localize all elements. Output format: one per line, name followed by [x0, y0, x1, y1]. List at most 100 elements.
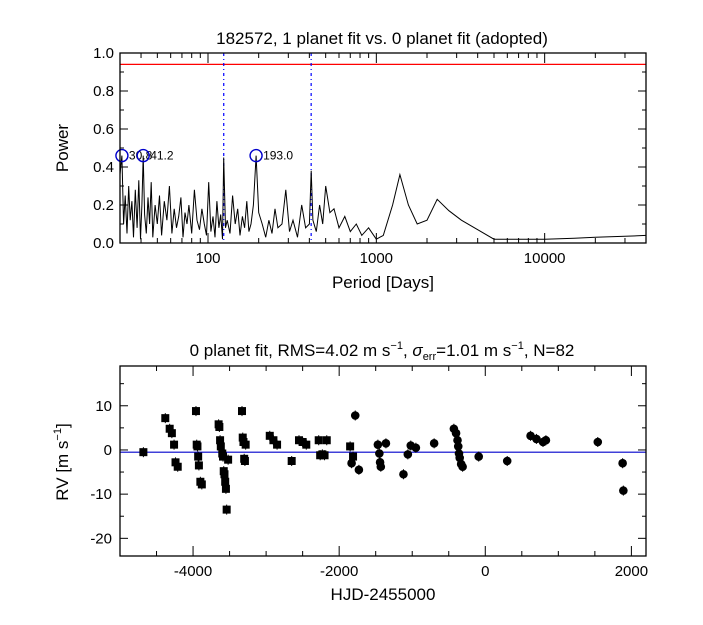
rv-title-end: , N=82: [524, 341, 575, 360]
rv-point-square: [139, 448, 148, 457]
peak-label-1: 41.2: [150, 149, 174, 163]
periodogram-y-axis-label: Power: [53, 124, 72, 173]
rv-y-tick-label-0: -20: [90, 530, 112, 547]
rv-title-sigma-subscript: err: [423, 351, 437, 363]
peak-circle-1: [136, 148, 150, 163]
rv-point-square: [220, 470, 229, 479]
rv-point-square: [173, 462, 182, 471]
rv-point-circle: [429, 439, 439, 448]
rv-y-axis-label: RV [m s−1]: [52, 423, 72, 500]
rv-point-square: [241, 440, 250, 449]
rv-point-square: [216, 436, 225, 445]
rv-x-axis-label: HJD-2455000: [331, 585, 436, 604]
rv-x-tick-label-0: -4000: [174, 563, 212, 580]
rv-point-circle: [411, 443, 421, 453]
rv-frame: [119, 365, 647, 557]
rv-point-square: [161, 414, 170, 423]
rv-point-square: [346, 442, 355, 451]
rv-title-equals: =1.01 m s: [436, 341, 511, 360]
rv-title: 0 planet fit, RMS=4.02 m s−1, σerr=1.01 …: [190, 340, 575, 363]
peak-circle-2: [249, 148, 263, 163]
rv-point-circle: [593, 437, 603, 447]
rv-point-square: [216, 442, 225, 451]
rv-x-tick-label-1: -2000: [320, 563, 358, 580]
rv-point-square: [193, 442, 202, 451]
rv-point-square: [215, 422, 224, 431]
periodogram-y-tick-label-2: 0.4: [93, 159, 114, 176]
periodogram-line: [119, 155, 647, 240]
periodogram-title: 182572, 1 planet fit vs. 0 planet fit (a…: [216, 29, 548, 48]
rv-point-square: [165, 424, 174, 433]
rv-point-square: [240, 457, 249, 465]
rv-title-superscript-2: −1: [511, 340, 524, 352]
rv-point-circle: [474, 452, 484, 461]
rv-point-circle: [619, 486, 628, 495]
rv-point-square: [170, 440, 179, 449]
rv-point-circle: [451, 428, 461, 438]
rv-point-circle: [376, 462, 386, 472]
peak-label-2: 193.0: [263, 149, 293, 163]
rv-point-square: [287, 457, 296, 465]
rv-x-tick-label-2: 0: [481, 563, 489, 580]
rv-point-circle: [375, 449, 384, 458]
rv-point-square: [171, 458, 180, 467]
rv-point-square: [222, 505, 231, 514]
periodogram-y-tick-label-5: 1.0: [93, 45, 114, 62]
rv-title-tail: ,: [403, 341, 412, 360]
rv-point-circle: [381, 439, 391, 448]
rv-plot-area: [120, 406, 646, 515]
periodogram-frame: [119, 52, 647, 244]
rv-title-main: 0 planet fit, RMS=4.02 m s: [190, 341, 391, 360]
rv-point-square: [265, 431, 274, 440]
periodogram-plot-area: 30.841.2 193.0: [115, 53, 647, 243]
peak-circle-0: [115, 148, 129, 163]
rv-y-axis-label-main: RV [m s: [53, 441, 72, 501]
rv-y-axis-label-sup: −1: [52, 428, 64, 441]
peak-label-0: 30.8: [129, 149, 153, 163]
rv-point-circle: [373, 440, 383, 449]
periodogram-y-tick-label-3: 0.6: [93, 121, 114, 138]
rv-point-square: [167, 429, 176, 438]
periodogram-ticks: 0.0 0.2 0.4 0.6 0.8 1.0 100 1000 10000: [93, 45, 647, 267]
rv-point-square: [224, 455, 233, 464]
rv-point-square: [221, 477, 230, 486]
rv-point-square: [194, 452, 203, 461]
periodogram-x-axis-label: Period [Days]: [332, 273, 434, 292]
periodogram-x-tick-label-1: 1000: [360, 250, 393, 267]
rv-point-circle: [502, 456, 512, 466]
rv-x-tick-label-3: 2000: [615, 563, 648, 580]
rv-point-circle: [347, 458, 356, 468]
rv-point-square: [349, 452, 358, 461]
rv-point-square: [273, 440, 282, 449]
rv-point-square: [197, 480, 206, 489]
periodogram-x-tick-label-0: 100: [195, 250, 220, 267]
rv-y-axis-label-close: ]: [53, 423, 72, 428]
rv-point-square: [219, 452, 228, 461]
rv-point-square: [194, 461, 203, 470]
periodogram-y-tick-label-4: 0.8: [93, 83, 114, 100]
rv-point-square: [269, 436, 278, 445]
rv-point-square: [302, 440, 311, 449]
rv-title-superscript: −1: [390, 340, 403, 352]
rv-point-circle: [458, 462, 467, 472]
rv-point-square: [320, 451, 329, 460]
periodogram-x-tick-label-2: 10000: [524, 250, 566, 267]
rv-point-square: [322, 436, 331, 445]
rv-point-circle: [403, 450, 413, 459]
rv-title-sigma: σ: [412, 341, 423, 360]
rv-point-square: [238, 433, 247, 442]
rv-point-square: [238, 407, 247, 416]
periodogram-y-tick-label-1: 0.2: [93, 197, 114, 214]
rv-point-circle: [399, 469, 408, 479]
rv-point-circle: [350, 411, 360, 420]
rv-point-square: [191, 407, 200, 416]
rv-point-circle: [618, 458, 627, 468]
rv-point-square: [221, 484, 230, 493]
rv-panel: 0 planet fit, RMS=4.02 m s−1, σerr=1.01 …: [52, 340, 648, 604]
periodogram-panel: 182572, 1 planet fit vs. 0 planet fit (a…: [53, 29, 647, 292]
rv-point-square: [314, 436, 323, 445]
rv-point-circle: [541, 435, 551, 445]
rv-ticks: -20 -10 0 10 -4000 -2000 0 2000: [90, 366, 648, 580]
rv-y-tick-label-2: 0: [104, 442, 112, 459]
